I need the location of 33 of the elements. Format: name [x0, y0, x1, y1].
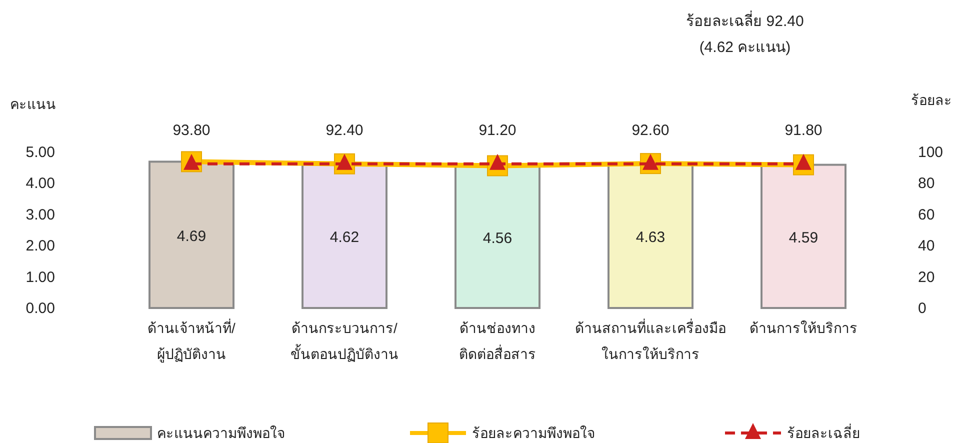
y2-tick-label: 60 [918, 206, 935, 224]
legend-label: ร้อยละเฉลี่ย [787, 424, 860, 441]
y-tick-label: 0.00 [26, 300, 55, 317]
y-tick-label: 2.00 [26, 238, 55, 255]
data-label: 4.56 [482, 230, 512, 247]
y2-tick-label: 80 [918, 175, 935, 192]
y2-tick-label: 100 [918, 144, 944, 161]
y2-axis-title: ร้อยละ [911, 92, 952, 108]
data-label: 4.59 [788, 229, 818, 246]
y2-tick-label: 20 [918, 268, 935, 286]
y-tick-label: 5.00 [26, 144, 55, 161]
data-label: 91.80 [784, 122, 822, 139]
y-axis-title: คะแนน [10, 96, 56, 112]
data-label: 92.60 [632, 122, 670, 139]
y-tick-label: 3.00 [26, 206, 55, 224]
data-label: 91.20 [478, 122, 516, 139]
text: ร้อยละเฉลี่ย 92.40 (4.62 คะแนน) [686, 10, 804, 56]
x-tick-label: ด้านสถานที่และเครื่องมือ ในการให้บริการ [575, 319, 726, 362]
x-tick-label: ด้านเจ้าหน้าที่/ ผู้ปฏิบัติงาน [148, 319, 236, 363]
legend-label: คะแนนความพึงพอใจ [157, 425, 285, 441]
y-tick-label: 1.00 [26, 268, 55, 286]
y2-tick-label: 40 [918, 238, 935, 255]
y-tick-label: 4.00 [26, 175, 55, 192]
data-label: 93.80 [172, 122, 210, 139]
y2-tick-label: 0 [918, 300, 926, 317]
legend-label: ร้อยละความพึงพอใจ [472, 425, 595, 441]
data-label: 92.40 [326, 122, 364, 139]
x-tick-label: ด้านการให้บริการ [750, 320, 858, 336]
x-tick-label: ด้านช่องทาง ติดต่อสื่อสาร [459, 320, 536, 362]
data-label: 4.62 [330, 228, 360, 246]
x-tick-label: ด้านกระบวนการ/ ขั้นตอนปฏิบัติงาน [290, 320, 398, 362]
data-label: 4.63 [636, 228, 666, 246]
data-label: 4.69 [176, 228, 206, 245]
